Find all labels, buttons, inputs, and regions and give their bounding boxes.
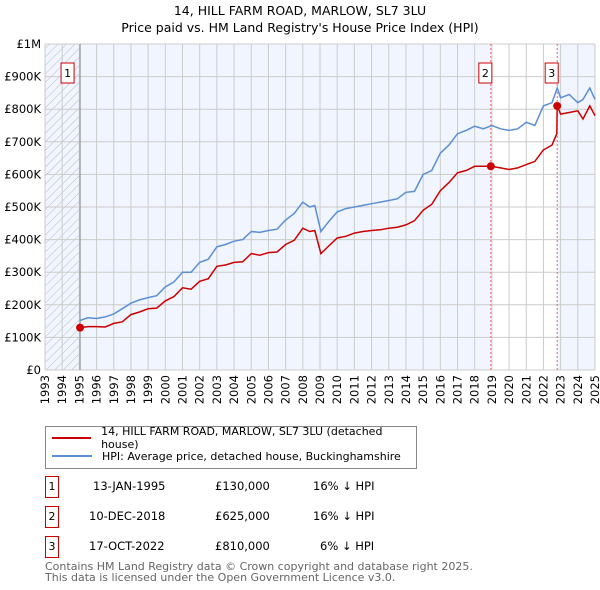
y-tick-label: £800K xyxy=(4,102,41,116)
x-tick-label: 2012 xyxy=(365,375,379,404)
sale-point-3 xyxy=(553,101,562,110)
x-tick-label: 1998 xyxy=(124,375,138,404)
x-tick-label: 2024 xyxy=(571,375,585,404)
x-tick-label: 2000 xyxy=(158,375,172,404)
footer-line-2: This data is licensed under the Open Gov… xyxy=(45,571,396,584)
y-tick-label: £500K xyxy=(4,200,41,214)
x-tick-label: 1997 xyxy=(107,375,121,404)
hpi-line xyxy=(79,85,596,322)
sale-marker-label-1: 1 xyxy=(64,67,71,80)
price-chart: 1993 1994 1995 1996 1997 1998 1999 2000 2001 2002… xyxy=(4,37,600,404)
sale-date: 17-OCT-2022 xyxy=(89,539,165,553)
x-tick-label: 2009 xyxy=(313,375,327,404)
sale-row-1: 1 13-JAN-1995 £130,000 16% ↓ HPI xyxy=(45,476,465,498)
x-tick-label: 2016 xyxy=(433,375,447,404)
x-tick-label: 2007 xyxy=(279,375,293,404)
sale-price: £130,000 xyxy=(215,479,270,493)
sale-marker-box-2 xyxy=(478,62,493,84)
y-tick-label: £200K xyxy=(4,298,41,312)
x-tick-label: 2013 xyxy=(382,375,396,404)
x-tick-label: 2023 xyxy=(554,375,568,404)
sale-marker-label-2: 2 xyxy=(482,67,489,80)
chart-title: 14, HILL FARM ROAD, MARLOW, SL7 3LU xyxy=(173,3,427,18)
chart-subtitle: Price paid vs. HM Land Registry's House … xyxy=(121,20,479,35)
sale-price: £625,000 xyxy=(215,509,270,523)
sale-hpi: 16% ↓ HPI xyxy=(313,509,375,523)
legend: 14, HILL FARM ROAD, MARLOW, SL7 3LU (det… xyxy=(45,425,417,469)
x-tick-label: 2017 xyxy=(451,375,465,404)
x-tick-label: 2015 xyxy=(416,375,430,404)
legend-property: 14, HILL FARM ROAD, MARLOW, SL7 3LU (det… xyxy=(101,425,383,451)
y-tick-label: £1M xyxy=(16,37,41,51)
x-tick-label: 2001 xyxy=(176,375,190,404)
x-tick-label: 2003 xyxy=(210,375,224,404)
sale-marker-label-3: 3 xyxy=(548,67,555,80)
x-tick-label: 2021 xyxy=(519,375,533,404)
y-tick-label: £600K xyxy=(4,167,41,181)
y-tick-label: £700K xyxy=(4,135,41,149)
legend-red-line xyxy=(52,437,92,439)
x-tick-label: 1996 xyxy=(90,375,104,404)
y-tick-label: £0 xyxy=(26,363,41,377)
x-tick-label: 2008 xyxy=(296,375,310,404)
sale-marker-box-3 xyxy=(544,62,559,84)
x-tick-label: 2025 xyxy=(588,375,600,404)
sale-number: 3 xyxy=(45,536,59,558)
sale-row-2: 2 10-DEC-2018 £625,000 16% ↓ HPI xyxy=(45,506,465,528)
x-tick-label: 2004 xyxy=(227,375,241,404)
x-tick-label: 2002 xyxy=(193,375,207,404)
sale-point-2 xyxy=(486,162,495,171)
sale-date: 10-DEC-2018 xyxy=(89,509,166,523)
x-tick-label: 1993 xyxy=(38,375,52,404)
sale-date: 13-JAN-1995 xyxy=(93,479,166,493)
y-tick-label: £400K xyxy=(4,233,41,247)
x-tick-label: 1995 xyxy=(72,375,86,404)
x-tick-label: 1999 xyxy=(141,375,155,404)
footer-line-1: Contains HM Land Registry data © Crown c… xyxy=(45,560,473,573)
x-tick-label: 1994 xyxy=(55,375,69,404)
x-tick-label: 2005 xyxy=(244,375,258,404)
x-tick-label: 2018 xyxy=(468,375,482,404)
legend-hpi: HPI: Average price, detached house, Buck… xyxy=(102,449,401,463)
legend-blue-line xyxy=(52,455,92,457)
sale-point-1 xyxy=(76,323,85,332)
x-tick-label: 2014 xyxy=(399,375,413,404)
x-tick-label: 2022 xyxy=(536,375,550,404)
y-tick-label: £100K xyxy=(4,330,41,344)
x-tick-label: 2010 xyxy=(330,375,344,404)
property-price-line xyxy=(80,104,596,329)
sale-number: 2 xyxy=(45,506,59,528)
x-tick-label: 2006 xyxy=(261,375,275,404)
footer: Contains HM Land Registry data © Crown c… xyxy=(45,561,473,583)
sale-row-3: 3 17-OCT-2022 £810,000 6% ↓ HPI xyxy=(45,536,465,558)
sale-hpi: 16% ↓ HPI xyxy=(313,479,375,493)
sale-number: 1 xyxy=(45,476,59,498)
y-tick-label: £900K xyxy=(4,70,41,84)
x-tick-label: 2020 xyxy=(502,375,516,404)
y-tick-label: £300K xyxy=(4,265,41,279)
x-tick-label: 2019 xyxy=(485,375,499,404)
sale-hpi: 6% ↓ HPI xyxy=(320,539,375,553)
sale-price: £810,000 xyxy=(215,539,270,553)
x-tick-label: 2011 xyxy=(347,375,361,404)
sale-marker-box-1 xyxy=(60,62,75,84)
